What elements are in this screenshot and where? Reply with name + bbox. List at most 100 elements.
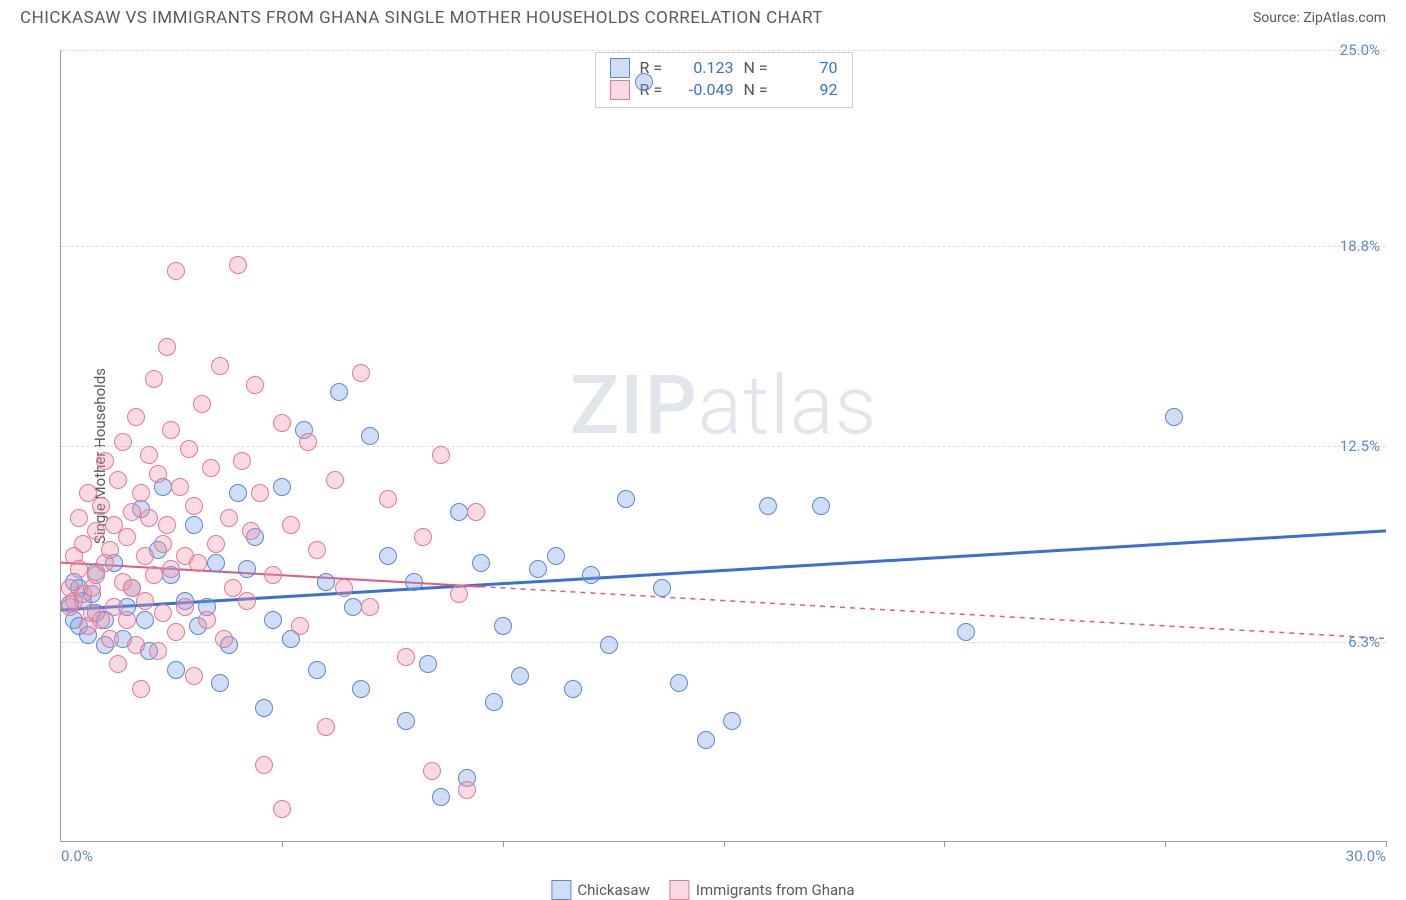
- y-tick-label: 12.5%: [1340, 437, 1380, 455]
- scatter-point: [101, 630, 119, 648]
- legend-swatch: [551, 880, 571, 900]
- scatter-point: [697, 731, 715, 749]
- scatter-point: [635, 73, 653, 91]
- gridline-h: [61, 446, 1386, 447]
- scatter-point: [600, 636, 618, 654]
- scatter-point: [229, 484, 247, 502]
- legend-item: Chickasaw: [551, 880, 649, 900]
- x-tick-mark: [1165, 841, 1166, 847]
- scatter-point: [229, 256, 247, 274]
- stat-n-value: 70: [782, 57, 838, 79]
- scatter-point: [564, 680, 582, 698]
- scatter-point: [291, 617, 309, 635]
- x-tick-mark: [503, 841, 504, 847]
- scatter-point: [185, 497, 203, 515]
- scatter-point: [211, 357, 229, 375]
- scatter-point: [145, 370, 163, 388]
- scatter-point: [352, 680, 370, 698]
- legend-swatch: [670, 880, 690, 900]
- scatter-point: [132, 484, 150, 502]
- scatter-point: [282, 516, 300, 534]
- y-tick-label: 6.3%: [1348, 633, 1380, 651]
- scatter-point: [140, 446, 158, 464]
- scatter-point: [127, 636, 145, 654]
- scatter-point: [335, 579, 353, 597]
- scatter-point: [423, 762, 441, 780]
- scatter-point: [1165, 408, 1183, 426]
- scatter-point: [207, 535, 225, 553]
- scatter-point: [211, 674, 229, 692]
- scatter-point: [123, 503, 141, 521]
- watermark: ZIPatlas: [570, 358, 877, 454]
- scatter-point: [251, 484, 269, 502]
- scatter-point: [326, 471, 344, 489]
- scatter-point: [185, 516, 203, 534]
- scatter-point: [352, 364, 370, 382]
- scatter-point: [397, 648, 415, 666]
- scatter-point: [96, 452, 114, 470]
- scatter-point: [180, 440, 198, 458]
- scatter-point: [432, 788, 450, 806]
- scatter-point: [273, 414, 291, 432]
- scatter-point: [158, 516, 176, 534]
- stat-n-value: 92: [782, 79, 838, 101]
- scatter-point: [127, 408, 145, 426]
- scatter-point: [485, 693, 503, 711]
- scatter-point: [238, 592, 256, 610]
- scatter-point: [397, 712, 415, 730]
- scatter-point: [101, 541, 119, 559]
- scatter-point: [759, 497, 777, 515]
- scatter-point: [344, 598, 362, 616]
- scatter-point: [220, 509, 238, 527]
- scatter-point: [317, 718, 335, 736]
- scatter-point: [193, 395, 211, 413]
- regression-line-dashed: [481, 587, 1386, 639]
- scatter-point: [264, 611, 282, 629]
- scatter-point: [145, 566, 163, 584]
- scatter-point: [149, 465, 167, 483]
- scatter-point: [154, 535, 172, 553]
- scatter-point: [136, 547, 154, 565]
- scatter-point: [653, 579, 671, 597]
- scatter-point: [176, 598, 194, 616]
- scatter-point: [185, 667, 203, 685]
- source-link[interactable]: ZipAtlas.com: [1303, 10, 1386, 26]
- scatter-point: [299, 433, 317, 451]
- scatter-point: [330, 383, 348, 401]
- y-tick-label: 25.0%: [1340, 41, 1380, 59]
- chart-area: Single Mother Households ZIPatlas R =0.1…: [20, 40, 1386, 872]
- scatter-point: [114, 433, 132, 451]
- gridline-h: [61, 642, 1386, 643]
- stat-n-label: N =: [744, 79, 772, 101]
- scatter-point: [361, 598, 379, 616]
- scatter-point: [467, 503, 485, 521]
- scatter-point: [140, 509, 158, 527]
- x-tick-label: 0.0%: [61, 847, 93, 865]
- scatter-point: [87, 522, 105, 540]
- scatter-point: [414, 528, 432, 546]
- legend-label: Immigrants from Ghana: [696, 881, 855, 899]
- bottom-legend: Chickasaw Immigrants from Ghana: [551, 880, 854, 900]
- scatter-point: [547, 547, 565, 565]
- legend-item: Immigrants from Ghana: [670, 880, 855, 900]
- scatter-point: [308, 661, 326, 679]
- legend-swatch: [610, 58, 630, 78]
- scatter-point: [432, 446, 450, 464]
- scatter-point: [450, 585, 468, 603]
- x-tick-mark: [282, 841, 283, 847]
- scatter-point: [450, 503, 468, 521]
- scatter-point: [167, 661, 185, 679]
- scatter-point: [273, 478, 291, 496]
- scatter-point: [118, 528, 136, 546]
- scatter-point: [92, 497, 110, 515]
- scatter-point: [198, 611, 216, 629]
- scatter-point: [273, 800, 291, 818]
- scatter-point: [308, 541, 326, 559]
- scatter-point: [109, 471, 127, 489]
- scatter-point: [167, 262, 185, 280]
- scatter-point: [246, 376, 264, 394]
- scatter-point: [458, 781, 476, 799]
- scatter-point: [255, 699, 273, 717]
- scatter-point: [158, 338, 176, 356]
- scatter-point: [419, 655, 437, 673]
